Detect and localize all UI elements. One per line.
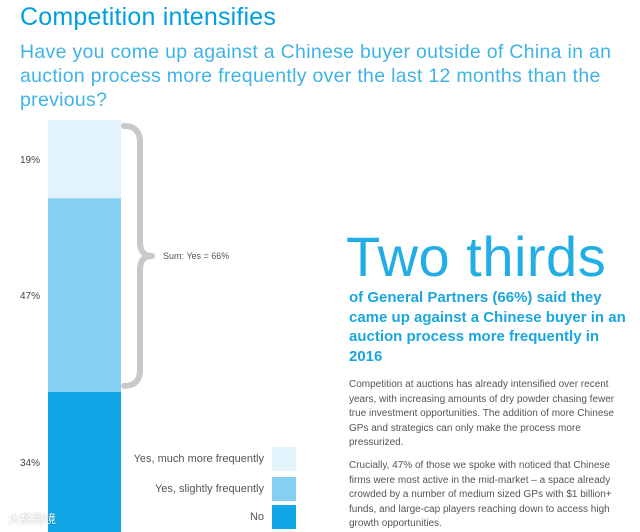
- value-label-2: 47%: [20, 291, 40, 302]
- body-paragraph-2: Crucially, 47% of those we spoke with no…: [349, 460, 612, 529]
- legend-label-1: Yes, much more frequently: [134, 453, 265, 465]
- bracket-label: Sum: Yes = 66%: [163, 251, 229, 261]
- page-title: Competition intensifies: [20, 3, 277, 31]
- bar-segments: [48, 120, 121, 532]
- callout-headline: Two thirds: [346, 225, 607, 288]
- callout-subhead: of General Partners (66%) said they came…: [349, 289, 626, 365]
- legend-label-3: No: [250, 511, 264, 523]
- legend: Yes, much more frequently Yes, slightly f…: [134, 447, 296, 529]
- sum-bracket: [121, 123, 155, 389]
- watermark: 大数跨境: [8, 512, 57, 526]
- value-labels: 19% 47% 34%: [20, 155, 40, 469]
- legend-label-2: Yes, slightly frequently: [155, 483, 265, 495]
- legend-swatch-3: [272, 505, 296, 529]
- bar-segment-2: [48, 198, 121, 392]
- survey-question: Have you come up against a Chinese buyer…: [20, 41, 612, 111]
- body-paragraph-1: Competition at auctions has already inte…: [349, 379, 615, 448]
- legend-swatch-1: [272, 447, 296, 471]
- bar-segment-3: [48, 391, 121, 532]
- value-label-3: 34%: [20, 458, 40, 469]
- value-label-1: 19%: [20, 155, 40, 166]
- legend-swatch-2: [272, 477, 296, 501]
- bar-segment-1: [48, 120, 121, 199]
